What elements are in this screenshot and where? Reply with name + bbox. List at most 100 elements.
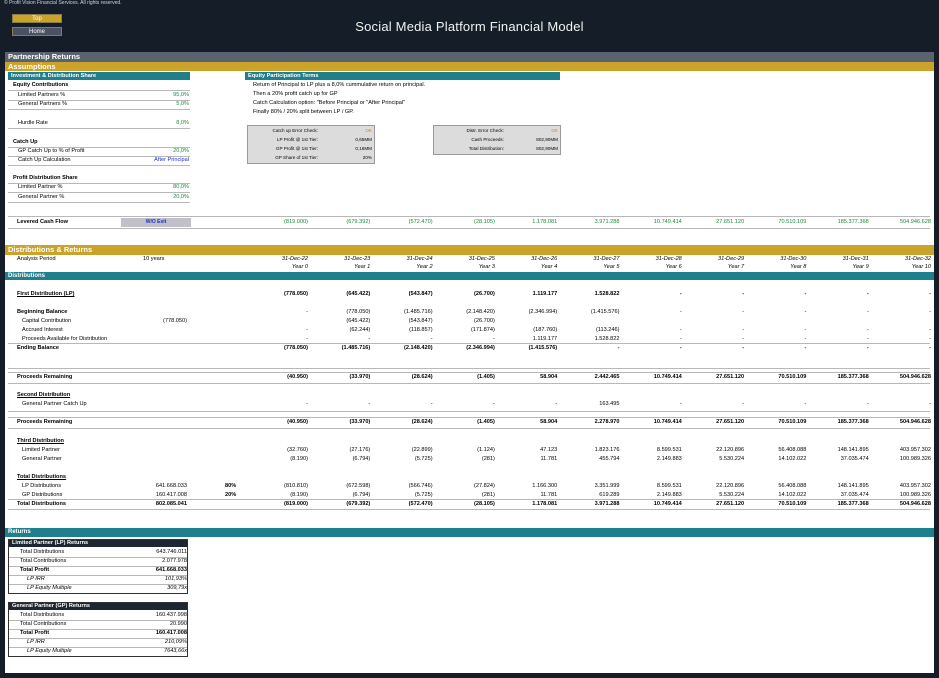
table-cell: 56.408.088 — [778, 483, 807, 489]
table-cell: - — [493, 401, 495, 407]
table-cell: - — [804, 327, 807, 333]
table-cell: 185.377.368 — [837, 501, 869, 507]
returns-value: 641.668.033 — [155, 567, 187, 573]
assumption-label: General Partner % — [18, 194, 65, 200]
copyright-text: © Profit Vision Financial Services. All … — [4, 0, 122, 6]
table-cell: - — [430, 401, 433, 407]
divider — [8, 216, 930, 217]
table-cell: - — [804, 309, 807, 315]
table-cell: (8.190) — [290, 456, 308, 462]
date-cell: 31-Dec-23 — [344, 256, 371, 262]
table-cell: (28.624) — [411, 374, 433, 380]
table-cell: (32.760) — [287, 447, 308, 453]
table-cell: 2.149.883 — [656, 456, 682, 462]
top-button[interactable]: Top — [12, 14, 62, 23]
table-cell: 8.599.531 — [656, 483, 682, 489]
lcf-value: 27.651.120 — [716, 219, 745, 225]
divider — [8, 629, 188, 630]
table-cell: - — [929, 309, 931, 315]
table-cell: (2.346.994) — [466, 345, 495, 351]
table-cell: 163.495 — [599, 401, 620, 407]
row-label: GP Distributions — [22, 492, 63, 498]
table-cell: 27.651.120 — [716, 419, 745, 425]
without-exit-button[interactable]: W/O Exit — [121, 218, 191, 227]
divider — [8, 557, 188, 558]
check-value: OK — [551, 128, 558, 133]
table-cell: 70.510.109 — [778, 419, 807, 425]
table-cell: (566.746) — [408, 483, 433, 489]
assumption-value: 8,0% — [176, 120, 189, 126]
returns-label: LP Equity Multiple — [27, 585, 72, 591]
term-line: Finally 80% / 20% split between LP / GP. — [253, 109, 354, 115]
table-cell: 10.749.414 — [653, 419, 682, 425]
table-cell: 11.781 — [540, 492, 558, 498]
table-cell: (1.485.716) — [403, 309, 433, 315]
returns-label: Total Distributions — [20, 549, 65, 555]
analysis-label: Analysis Period — [17, 256, 56, 262]
table-cell: 22.120.896 — [716, 447, 745, 453]
table-cell: (1.415.576) — [528, 345, 558, 351]
date-cell: 31-Dec-31 — [842, 256, 869, 262]
lcf-value: (572.470) — [408, 219, 433, 225]
divider — [8, 509, 930, 510]
catchup-check-box: Catch up Error Check: OK LP Profit @ 1st T… — [247, 125, 375, 164]
table-cell: (40.950) — [287, 374, 308, 380]
year-cell: Year 9 — [852, 264, 869, 270]
table-cell: (672.598) — [346, 483, 371, 489]
divider — [8, 499, 930, 500]
home-button[interactable]: Home — [12, 27, 62, 36]
returns-block-header: Limited Partner (LP) Returns — [8, 539, 188, 547]
table-cell: - — [742, 309, 745, 315]
divider — [8, 128, 190, 129]
divider — [8, 428, 930, 429]
table-cell: 1.528.822 — [594, 336, 620, 342]
table-cell: (113.246) — [595, 327, 620, 333]
lcf-value: (679.392) — [346, 219, 371, 225]
table-cell: 1.823.176 — [594, 447, 620, 453]
table-cell: 5.530.224 — [719, 492, 745, 498]
table-cell: - — [804, 291, 807, 297]
table-cell: 504.946.628 — [899, 501, 931, 507]
table-cell: - — [742, 327, 745, 333]
table-cell: - — [679, 401, 682, 407]
table-cell: - — [306, 309, 308, 315]
year-cell: Year 6 — [665, 264, 682, 270]
year-cell: Year 0 — [291, 264, 308, 270]
row-label: General Partner — [22, 456, 62, 462]
table-cell: - — [929, 345, 931, 351]
table-cell: (118.857) — [409, 327, 433, 333]
table-cell: 27.651.120 — [716, 374, 745, 380]
table-cell: - — [742, 401, 745, 407]
term-line: Catch Calculation option: "Before Princi… — [253, 100, 406, 106]
returns-value: 309,79x — [167, 585, 187, 591]
lcf-value: 504.946.628 — [899, 219, 931, 225]
date-cell: 31-Dec-28 — [655, 256, 682, 262]
check-value: 0,16MM — [355, 146, 372, 151]
table-cell: (33.970) — [349, 419, 371, 425]
table-cell: 403.957.302 — [899, 447, 931, 453]
table-cell: - — [804, 336, 807, 342]
divider — [8, 411, 930, 412]
lcf-value: 185.377.368 — [837, 219, 869, 225]
table-cell: (572.470) — [408, 501, 433, 507]
assumption-value: 20,0% — [173, 194, 189, 200]
table-cell: 58.904 — [540, 374, 558, 380]
table-cell: 70.510.109 — [778, 501, 807, 507]
table-cell: (1.405) — [477, 374, 495, 380]
table-cell: - — [929, 401, 931, 407]
check-label: LP Profit @ 1st Tier: — [276, 137, 318, 142]
year-cell: Year 3 — [478, 264, 495, 270]
table-cell: (62.244) — [349, 327, 371, 333]
divider — [8, 202, 190, 203]
table-cell: - — [742, 336, 745, 342]
table-cell: 148.141.895 — [837, 447, 869, 453]
table-cell: (28.105) — [474, 501, 495, 507]
row-total: 802.085.041 — [155, 501, 187, 507]
table-cell: (26.700) — [474, 291, 495, 297]
table-cell: (8.190) — [290, 492, 308, 498]
table-cell: - — [866, 291, 869, 297]
returns-label: Total Profit — [20, 630, 50, 636]
table-cell: (5.725) — [414, 492, 433, 498]
check-value: 802,90MM — [536, 137, 558, 142]
table-cell: - — [804, 401, 807, 407]
